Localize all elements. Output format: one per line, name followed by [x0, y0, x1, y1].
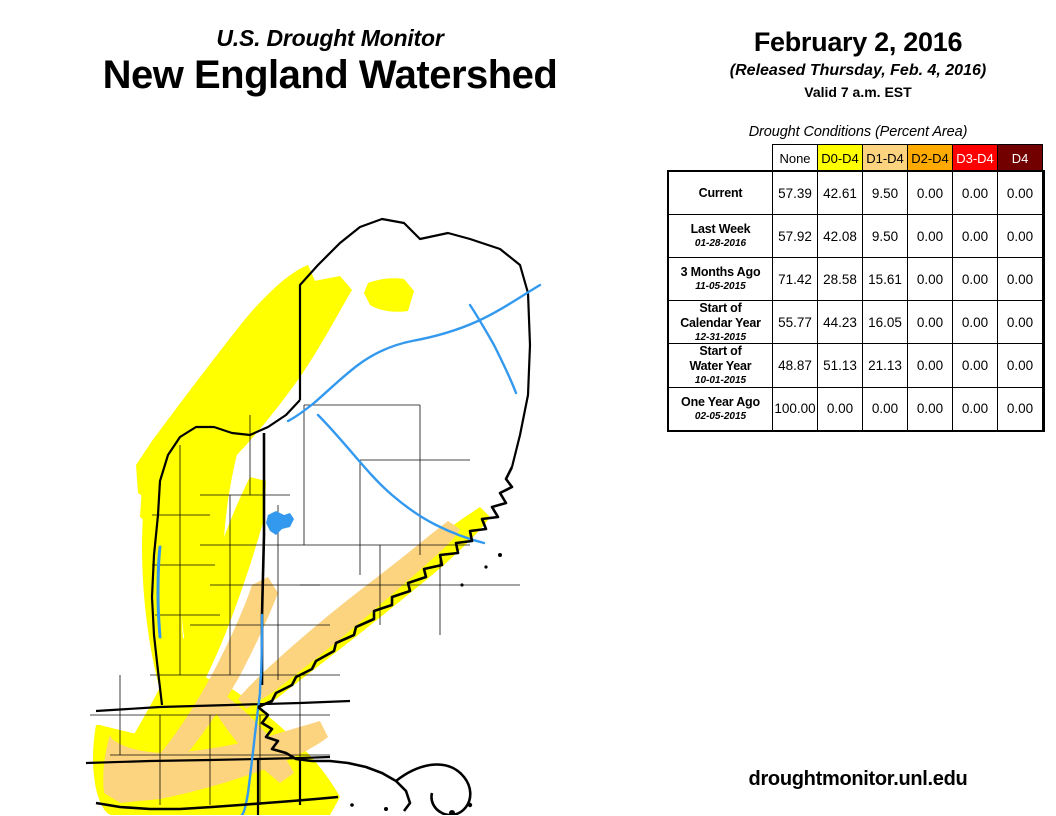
table-cell-value: 0.00	[907, 257, 953, 301]
table-cell-value: 16.05	[862, 299, 908, 345]
table-row-label: 3 Months Ago 11-05-2015	[668, 257, 773, 301]
table-cell-value: 28.58	[817, 257, 863, 301]
table-cell-value: 55.77	[772, 299, 818, 345]
title-block: U.S. Drought Monitor New England Watersh…	[0, 26, 660, 98]
table-cell-value: 9.50	[862, 171, 908, 215]
table-cell-value: 44.23	[817, 299, 863, 345]
table-cell-value: 0.00	[952, 257, 998, 301]
table-cell-value: 0.00	[952, 214, 998, 258]
table-cell-value: 51.13	[817, 343, 863, 388]
table-cell-value: 0.00	[907, 214, 953, 258]
table-cell-value: 57.92	[772, 214, 818, 258]
page-supertitle: U.S. Drought Monitor	[216, 25, 444, 51]
table-col-header-d0-d4: D0-D4	[817, 144, 863, 172]
table-cell-value: 0.00	[997, 386, 1043, 431]
table-row-date: 02-05-2015	[694, 410, 747, 422]
d0-region-champlain	[180, 425, 240, 663]
state-boundaries	[85, 217, 532, 815]
table-row-date: 01-28-2016	[694, 237, 747, 249]
table-cell-value: 0.00	[997, 214, 1043, 258]
table-row-label: Last Week 01-28-2016	[668, 214, 773, 258]
islands	[350, 553, 502, 815]
d1-region-central-ma	[148, 577, 278, 777]
table-row: Last Week 01-28-2016 57.92 42.08 9.50 0.00 0.0…	[668, 214, 1043, 258]
table-cell-value: 0.00	[952, 386, 998, 431]
table-cell-value: 0.00	[952, 171, 998, 215]
table-header: None D0-D4 D1-D4 D2-D4 D3-D4 D4	[669, 144, 1043, 172]
valid-time: Valid 7 a.m. EST	[804, 84, 912, 101]
table-row-label: Start of Water Year 10-01-2015	[668, 343, 773, 388]
map-panel: U.S. Drought Monitor New England Watersh…	[0, 26, 660, 815]
table-cell-value: 0.00	[907, 171, 953, 215]
table-caption: Drought Conditions (Percent Area)	[748, 124, 968, 140]
table-row: One Year Ago 02-05-2015 100.00 0.00 0.00 0.00…	[668, 386, 1043, 431]
table-cell-value: 0.00	[817, 386, 863, 431]
drought-conditions-table: None D0-D4 D1-D4 D2-D4 D3-D4 D4 Current 57.39 4…	[666, 144, 1045, 433]
table-cell-value: 71.42	[772, 257, 818, 301]
valid-date: February 2, 2016	[753, 27, 963, 57]
table-row: Start of Calendar Year 12-31-2015 55.77 44.2…	[668, 299, 1043, 345]
release-date: (Released Thursday, Feb. 4, 2016)	[729, 61, 987, 79]
drought-map-svg[interactable]	[0, 115, 660, 815]
table-cell-value: 0.00	[997, 343, 1043, 388]
table-cell-value: 0.00	[952, 343, 998, 388]
table-cell-value: 0.00	[952, 299, 998, 345]
table-col-header-d4: D4	[997, 144, 1043, 172]
table-cell-value: 15.61	[862, 257, 908, 301]
table-row-date: 11-05-2015	[695, 280, 746, 292]
table-row-label: Current	[668, 171, 773, 215]
table-cell-value: 0.00	[997, 257, 1043, 301]
table-cell-value: 42.08	[817, 214, 863, 258]
table-cell-value: 48.87	[772, 343, 818, 388]
d0-region-vt-band	[136, 265, 316, 501]
table-col-header-d1-d4: D1-D4	[862, 144, 908, 172]
table-cell-value: 42.61	[817, 171, 863, 215]
table-row-label: One Year Ago 02-05-2015	[668, 386, 773, 431]
d0-region-me-north	[364, 278, 414, 312]
table-col-header-d3-d4: D3-D4	[952, 144, 998, 172]
drought-map[interactable]	[0, 115, 660, 815]
table-cell-value: 21.13	[862, 343, 908, 388]
table-header-row: None D0-D4 D1-D4 D2-D4 D3-D4 D4	[669, 144, 1043, 172]
table-cell-value: 0.00	[907, 299, 953, 345]
table-cell-value: 0.00	[907, 386, 953, 431]
date-block: February 2, 2016 (Released Thursday, Feb…	[660, 27, 1056, 101]
table-cell-value: 57.39	[772, 171, 818, 215]
table-cell-value: 0.00	[862, 386, 908, 431]
table-col-header-d2-d4: D2-D4	[907, 144, 953, 172]
lake-winnipesaukee	[266, 511, 294, 535]
site-url[interactable]: droughtmonitor.unl.edu	[748, 768, 968, 790]
d0-region-central	[118, 477, 266, 787]
coastline	[95, 466, 514, 815]
table-col-header-none: None	[772, 144, 818, 172]
table-cell-value: 0.00	[997, 299, 1043, 345]
table-body: Current 57.39 42.61 9.50 0.00 0.00 0.00 Last We…	[666, 169, 1045, 433]
d1-region-seacoast	[238, 521, 460, 709]
table-row: Start of Water Year 10-01-2015 48.87 51.13 21…	[668, 343, 1043, 388]
table-cell-value: 0.00	[907, 343, 953, 388]
page-title: New England Watershed	[102, 53, 558, 98]
table-cell-value: 0.00	[997, 171, 1043, 215]
table-cell-value: 100.00	[772, 386, 818, 431]
table-row-date: 10-01-2015	[694, 374, 747, 386]
rivers	[156, 283, 542, 815]
table-row: 3 Months Ago 11-05-2015 71.42 28.58 15.61 0.0…	[668, 257, 1043, 301]
table-row: Current 57.39 42.61 9.50 0.00 0.00 0.00	[668, 171, 1043, 215]
info-panel: February 2, 2016 (Released Thursday, Feb…	[660, 0, 1056, 816]
table-corner-cell	[669, 145, 773, 172]
table-row-date: 12-31-2015	[694, 331, 747, 343]
table-row-label: Start of Calendar Year 12-31-2015	[668, 299, 773, 345]
table-cell-value: 9.50	[862, 214, 908, 258]
